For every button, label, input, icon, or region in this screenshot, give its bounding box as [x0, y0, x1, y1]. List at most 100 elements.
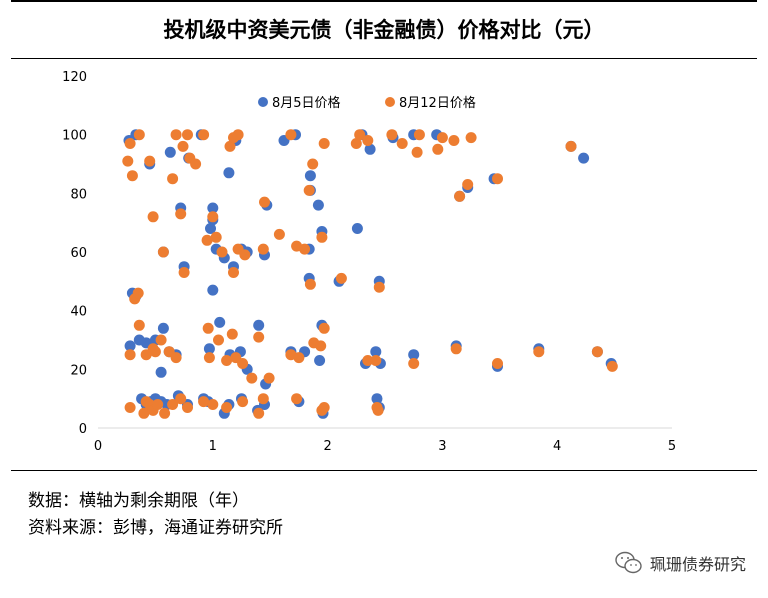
- data-point-8-12: [350, 138, 362, 149]
- data-point-8-12: [492, 173, 503, 185]
- data-point-8-12: [182, 129, 193, 141]
- data-point-8-12: [386, 129, 398, 141]
- watermark: 珮珊债券研究: [614, 550, 746, 576]
- data-point-8-12: [316, 231, 328, 243]
- data-point-8-12: [293, 352, 305, 364]
- x-tick-label: 3: [438, 439, 446, 454]
- data-point-8-12: [177, 140, 189, 152]
- y-tick-label: 40: [70, 305, 87, 320]
- data-point-8-5: [124, 340, 136, 352]
- data-point-8-12: [362, 135, 374, 146]
- data-point-8-12: [202, 322, 214, 334]
- data-point-8-5: [371, 393, 383, 405]
- x-tick-label: 0: [94, 439, 102, 454]
- data-point-8-12: [207, 399, 219, 410]
- data-point-8-12: [450, 343, 462, 355]
- data-point-8-5: [578, 152, 590, 164]
- data-point-8-12: [216, 246, 228, 258]
- data-point-8-12: [565, 140, 577, 152]
- data-point-8-12: [124, 138, 136, 149]
- data-point-8-5: [364, 143, 376, 155]
- data-point-8-12: [370, 355, 382, 366]
- series-8-5-points: [123, 129, 617, 419]
- data-point-8-12: [454, 190, 466, 202]
- legend-marker-series2: [385, 97, 395, 107]
- y-tick-label: 80: [70, 187, 87, 202]
- data-point-8-12: [170, 352, 182, 364]
- data-point-8-12: [155, 334, 167, 346]
- data-point-8-12: [133, 319, 145, 331]
- data-point-8-12: [178, 267, 190, 278]
- data-point-8-12: [408, 358, 420, 369]
- data-point-8-12: [253, 407, 265, 419]
- wechat-icon: [615, 551, 642, 574]
- data-point-8-5: [214, 316, 226, 328]
- data-point-8-12: [411, 146, 423, 158]
- data-point-8-12: [124, 349, 136, 361]
- data-point-8-5: [304, 170, 316, 182]
- data-point-8-12: [198, 129, 210, 141]
- x-axis-tick-labels: 0 1 2 3 4 5: [94, 439, 676, 454]
- data-point-8-12: [299, 243, 311, 255]
- data-point-8-12: [318, 402, 330, 413]
- y-tick-label: 0: [79, 422, 87, 437]
- data-point-8-12: [182, 402, 193, 413]
- data-point-8-12: [303, 184, 315, 196]
- data-point-8-12: [436, 132, 448, 144]
- chart-title: 投机级中资美元债（非金融债）价格对比（元）: [163, 18, 605, 42]
- data-point-8-12: [373, 281, 385, 293]
- data-point-8-12: [228, 267, 239, 278]
- data-point-8-12: [221, 402, 233, 413]
- data-point-8-12: [318, 138, 330, 149]
- legend: 8月5日价格 8月12日价格: [258, 95, 476, 111]
- data-point-8-12: [246, 372, 258, 384]
- top-rule: [11, 0, 757, 2]
- data-point-8-12: [259, 196, 270, 208]
- data-point-8-12: [152, 399, 164, 410]
- data-point-8-12: [257, 393, 269, 405]
- data-point-8-5: [207, 284, 219, 296]
- data-point-8-12: [606, 360, 618, 372]
- data-point-8-12: [263, 372, 275, 384]
- data-point-8-12: [144, 155, 156, 167]
- legend-label-series1: 8月5日价格: [272, 95, 341, 111]
- data-point-8-12: [413, 129, 425, 141]
- data-point-8-12: [232, 129, 244, 141]
- data-point-8-5: [408, 349, 420, 361]
- title-rule: [11, 58, 757, 59]
- data-point-8-12: [304, 278, 316, 290]
- x-tick-label: 5: [668, 439, 676, 454]
- legend-marker-series1: [258, 97, 268, 107]
- data-point-8-12: [207, 211, 219, 223]
- data-point-8-12: [448, 135, 460, 146]
- data-point-8-12: [132, 287, 144, 299]
- data-point-8-12: [190, 158, 202, 170]
- data-point-8-12: [170, 129, 182, 141]
- data-point-8-5: [351, 223, 363, 234]
- data-point-8-5: [155, 366, 167, 378]
- notes-line-data: 数据：横轴为剩余期限（年）: [28, 491, 249, 511]
- data-point-8-5: [164, 146, 176, 158]
- data-point-8-12: [372, 404, 384, 416]
- data-point-8-12: [335, 272, 347, 284]
- data-point-8-12: [224, 140, 236, 152]
- data-point-8-12: [198, 396, 210, 408]
- data-point-8-5: [370, 346, 382, 358]
- data-point-8-5: [314, 355, 326, 366]
- data-point-8-5: [205, 223, 216, 234]
- data-point-8-5: [253, 319, 265, 331]
- data-point-8-12: [273, 228, 285, 240]
- y-tick-label: 120: [62, 70, 87, 85]
- bottom-rule: [11, 470, 757, 471]
- data-point-8-12: [210, 231, 222, 243]
- notes-line-source: 资料来源：彭博，海通证券研究所: [28, 518, 283, 538]
- data-point-8-12: [237, 358, 249, 369]
- x-tick-label: 4: [553, 439, 561, 454]
- data-point-8-12: [307, 158, 319, 170]
- data-point-8-12: [133, 129, 145, 141]
- y-tick-label: 100: [62, 129, 87, 144]
- data-point-8-5: [223, 167, 235, 179]
- data-point-8-5: [207, 202, 219, 214]
- data-point-8-12: [203, 352, 215, 364]
- x-tick-label: 2: [323, 439, 331, 454]
